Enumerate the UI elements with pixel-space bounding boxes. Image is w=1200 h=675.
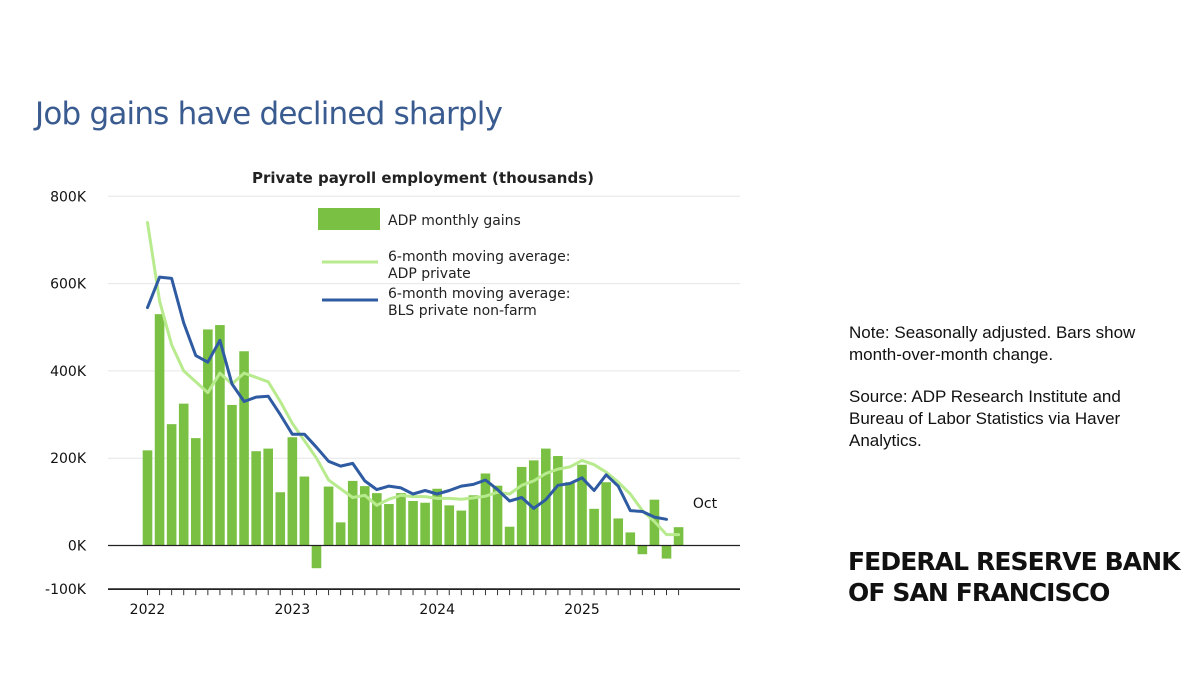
- adp-bar: [396, 493, 406, 546]
- y-tick-label: 200K: [50, 451, 87, 467]
- x-tick-label: 2025: [564, 602, 600, 618]
- adp-bar: [613, 518, 624, 546]
- y-axis-tick-labels: 800K 600K 400K 200K 0K -100K: [45, 189, 87, 598]
- adp-bar: [528, 460, 539, 546]
- axes: [108, 544, 740, 591]
- legend-bar-swatch: [318, 208, 380, 230]
- adp-bar: [203, 329, 213, 546]
- adp-bar: [456, 510, 467, 546]
- adp-bar: [637, 545, 648, 555]
- adp-bar: [311, 545, 322, 569]
- adp-bar: [335, 522, 346, 546]
- adp-bar: [263, 448, 273, 546]
- legend-label-adp-bars: ADP monthly gains: [388, 213, 521, 229]
- chart-legend: ADP monthly gains 6-month moving average:…: [318, 208, 570, 319]
- slide-title: Job gains have declined sharply: [35, 96, 503, 132]
- adp-bar: [166, 424, 177, 546]
- adp-moving-average-line: [146, 221, 681, 537]
- adp-bar: [444, 505, 455, 546]
- adp-bar: [420, 502, 430, 546]
- adp-bar: [372, 493, 382, 546]
- adp-bar: [504, 526, 515, 546]
- logo-line-2: OF SAN FRANCISCO: [848, 578, 1110, 607]
- adp-bar: [251, 451, 261, 546]
- x-tick-label: 2023: [275, 602, 311, 618]
- gridlines: [108, 195, 740, 459]
- adp-bar: [154, 314, 165, 546]
- adp-bar: [553, 456, 563, 546]
- x-axis-ticks: 2022 2023 2024 2025: [130, 589, 680, 618]
- oct-annotation: Oct: [693, 496, 718, 512]
- x-tick-label: 2022: [130, 602, 166, 618]
- adp-bar: [408, 500, 418, 546]
- y-tick-label: 600K: [50, 277, 87, 293]
- adp-bar: [468, 495, 479, 546]
- source-text: Source: ADP Research Institute and Burea…: [849, 387, 1121, 450]
- legend-label-line: 6-month moving average: BLS private non-f…: [388, 286, 570, 319]
- x-tick-label: 2024: [419, 602, 455, 618]
- adp-bar: [299, 476, 310, 546]
- y-tick-label: 400K: [50, 364, 87, 380]
- adp-bar: [625, 532, 636, 546]
- adp-bar: [480, 473, 491, 546]
- adp-bar: [577, 464, 587, 546]
- adp-bar: [190, 438, 201, 546]
- adp-bar: [565, 482, 575, 546]
- adp-bar: [661, 545, 672, 559]
- adp-bar: [541, 448, 551, 546]
- adp-bar: [347, 480, 358, 546]
- moving-average-lines: [146, 221, 681, 537]
- adp-bars: [142, 314, 684, 569]
- adp-bar: [359, 486, 370, 546]
- y-tick-label: 0K: [68, 539, 87, 555]
- note-panel: Note: Seasonally adjusted. Bars show mon…: [849, 322, 1179, 452]
- adp-bar: [432, 488, 442, 546]
- adp-bar: [323, 486, 334, 546]
- employment-chart: Private payroll employment (thousands) 8…: [45, 169, 740, 618]
- adp-bar: [384, 504, 394, 546]
- frb-logo: FEDERAL RESERVE BANK OF SAN FRANCISCO: [848, 546, 1181, 608]
- adp-bar: [673, 527, 684, 546]
- legend-label-line: 6-month moving average: ADP private: [388, 249, 570, 282]
- logo-line-1: FEDERAL RESERVE BANK: [848, 547, 1181, 576]
- adp-bar: [589, 508, 599, 546]
- bls-moving-average-line: [146, 275, 668, 521]
- adp-bar: [516, 466, 527, 546]
- adp-bar: [275, 492, 286, 546]
- adp-bar: [215, 325, 225, 546]
- adp-bar: [227, 404, 237, 546]
- adp-bar: [601, 482, 611, 546]
- adp-bar: [142, 450, 153, 546]
- adp-bar: [239, 351, 249, 546]
- adp-bar: [178, 403, 189, 546]
- adp-bar: [492, 485, 503, 546]
- chart-title: Private payroll employment (thousands): [252, 169, 594, 187]
- y-tick-label: -100K: [45, 582, 87, 598]
- adp-bar: [287, 437, 298, 546]
- y-tick-label: 800K: [50, 189, 87, 205]
- note-text: Note: Seasonally adjusted. Bars show mon…: [849, 323, 1136, 364]
